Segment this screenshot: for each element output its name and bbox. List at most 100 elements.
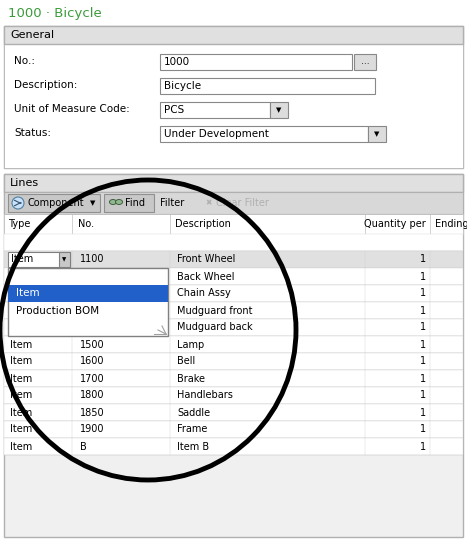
Text: 1500: 1500: [80, 340, 105, 349]
Text: Ending: Ending: [435, 219, 467, 229]
Text: Lines: Lines: [10, 178, 39, 188]
Bar: [160, 54, 352, 70]
Text: 1700: 1700: [80, 373, 105, 384]
Text: Item: Item: [10, 340, 32, 349]
Bar: [4, 336, 463, 353]
Text: Quantity per: Quantity per: [364, 219, 426, 229]
Bar: [4, 214, 463, 234]
Text: 1: 1: [420, 425, 426, 434]
Text: Description: Description: [175, 219, 231, 229]
Bar: [4, 387, 463, 404]
Text: Item: Item: [16, 288, 40, 299]
Text: Chain Assy: Chain Assy: [177, 288, 231, 299]
Text: 1: 1: [420, 441, 426, 452]
Bar: [354, 54, 376, 70]
Text: Handlebars: Handlebars: [177, 391, 233, 400]
Text: Item: Item: [10, 357, 32, 366]
Bar: [160, 102, 270, 118]
Text: Find: Find: [125, 198, 145, 208]
Bar: [160, 126, 368, 142]
Bar: [368, 126, 386, 142]
Text: 1: 1: [420, 272, 426, 281]
Bar: [8, 194, 100, 212]
Bar: [4, 370, 463, 387]
Text: 1: 1: [420, 306, 426, 315]
Bar: [4, 302, 463, 319]
Text: No.:: No.:: [14, 56, 35, 66]
Text: Production BOM: Production BOM: [16, 306, 99, 315]
Text: 1900: 1900: [80, 425, 105, 434]
Ellipse shape: [109, 200, 116, 204]
Text: B: B: [80, 441, 87, 452]
Text: Frame: Frame: [177, 425, 207, 434]
Text: General: General: [10, 30, 54, 40]
Text: 1: 1: [420, 340, 426, 349]
Text: Unit of Measure Code:: Unit of Measure Code:: [14, 104, 130, 114]
Text: 1800: 1800: [80, 391, 105, 400]
Text: 1000: 1000: [164, 57, 190, 67]
Bar: [4, 26, 463, 168]
Text: Component: Component: [28, 198, 85, 208]
Text: 1: 1: [420, 357, 426, 366]
Text: ✖: ✖: [205, 199, 212, 208]
Text: Mudguard front: Mudguard front: [177, 306, 253, 315]
Text: Item: Item: [10, 373, 32, 384]
Text: 00: 00: [80, 306, 92, 315]
Bar: [4, 438, 463, 455]
Bar: [8, 285, 168, 302]
Text: Status:: Status:: [14, 128, 51, 138]
Text: PCS: PCS: [164, 105, 184, 115]
Text: Item B: Item B: [177, 441, 209, 452]
Text: ▼: ▼: [375, 131, 380, 137]
Text: Filter: Filter: [160, 198, 184, 208]
Text: 1: 1: [420, 322, 426, 333]
Text: 1600: 1600: [80, 357, 105, 366]
Text: 1: 1: [420, 407, 426, 418]
Text: Item: Item: [10, 441, 32, 452]
Text: 1000 · Bicycle: 1000 · Bicycle: [8, 8, 102, 21]
Text: Type: Type: [8, 219, 30, 229]
Text: Back Wheel: Back Wheel: [177, 272, 234, 281]
Bar: [8, 268, 168, 336]
Bar: [59, 252, 70, 267]
Text: Mudguard back: Mudguard back: [177, 322, 253, 333]
Text: 1850: 1850: [80, 407, 105, 418]
Text: Front Wheel: Front Wheel: [177, 254, 235, 265]
Text: 1: 1: [420, 254, 426, 265]
Bar: [4, 353, 463, 370]
Text: Item: Item: [10, 425, 32, 434]
Text: ▼: ▼: [62, 257, 66, 262]
Text: Item: Item: [10, 391, 32, 400]
Text: 00: 00: [80, 272, 92, 281]
Text: No.: No.: [78, 219, 94, 229]
Text: ...: ...: [361, 57, 369, 67]
Bar: [4, 174, 463, 192]
Bar: [104, 194, 154, 212]
Text: ▼: ▼: [276, 107, 282, 113]
Text: ▼: ▼: [90, 200, 95, 206]
Text: Saddle: Saddle: [177, 407, 210, 418]
Text: Description:: Description:: [14, 80, 78, 90]
Text: Item: Item: [11, 254, 33, 265]
Ellipse shape: [115, 200, 122, 204]
Bar: [4, 421, 463, 438]
Text: 1100: 1100: [80, 254, 105, 265]
Bar: [4, 192, 463, 214]
Bar: [270, 102, 288, 118]
Text: Under Development: Under Development: [164, 129, 269, 139]
Text: Clear Filter: Clear Filter: [216, 198, 269, 208]
Bar: [4, 268, 463, 285]
Text: Item: Item: [10, 407, 32, 418]
Bar: [4, 285, 463, 302]
Bar: [4, 319, 463, 336]
Text: 00: 00: [80, 288, 92, 299]
Bar: [4, 251, 463, 268]
Bar: [4, 404, 463, 421]
Bar: [4, 174, 463, 537]
Bar: [4, 44, 463, 168]
Circle shape: [12, 197, 24, 209]
Text: Bicycle: Bicycle: [164, 81, 201, 91]
Bar: [8, 252, 70, 267]
Bar: [4, 26, 463, 44]
Text: 1: 1: [420, 391, 426, 400]
